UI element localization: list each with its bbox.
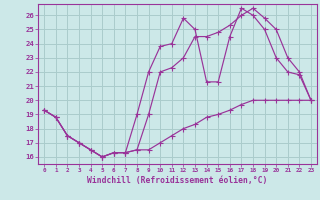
X-axis label: Windchill (Refroidissement éolien,°C): Windchill (Refroidissement éolien,°C) <box>87 176 268 185</box>
